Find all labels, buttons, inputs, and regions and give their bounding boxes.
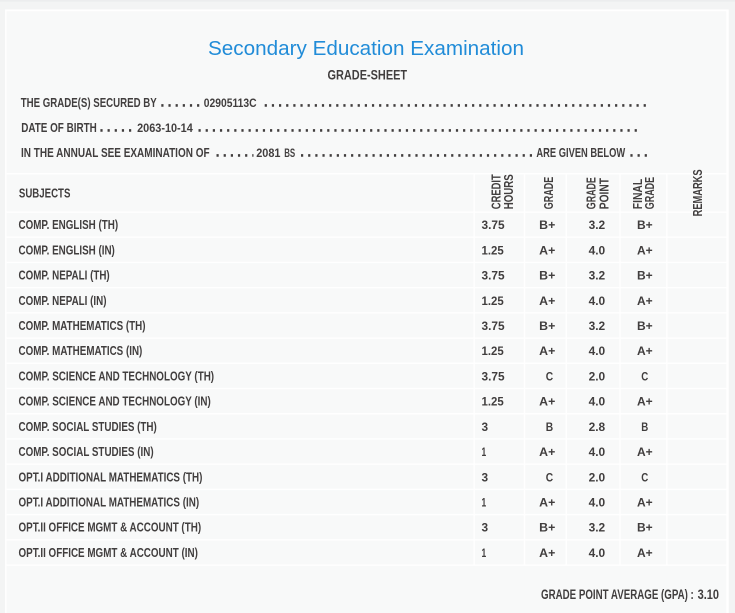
svg-text:COMP. SOCIAL STUDIES (IN): COMP. SOCIAL STUDIES (IN) [19, 444, 154, 459]
svg-text:COMP. NEPALI (TH): COMP. NEPALI (TH) [19, 268, 110, 283]
svg-text:CREDIT: CREDIT [489, 174, 504, 209]
svg-text:3.75: 3.75 [482, 218, 505, 232]
svg-text:3: 3 [482, 470, 489, 484]
svg-text:COMP. ENGLISH (TH): COMP. ENGLISH (TH) [19, 217, 119, 232]
svg-text:B+: B+ [539, 218, 555, 232]
svg-text:B+: B+ [637, 269, 653, 283]
svg-text:GRADE POINT AVERAGE (GPA) :: GRADE POINT AVERAGE (GPA) : [541, 587, 694, 602]
svg-text:A+: A+ [539, 395, 555, 409]
svg-text:OPT.I ADDITIONAL MATHEMATICS (: OPT.I ADDITIONAL MATHEMATICS (TH) [19, 469, 203, 484]
svg-text:3.75: 3.75 [482, 269, 505, 283]
svg-text:1: 1 [482, 546, 487, 560]
svg-text:3: 3 [482, 521, 489, 535]
svg-text:GRADE: GRADE [642, 177, 657, 210]
svg-text:Secondary Education Examinatio: Secondary Education Examination [208, 38, 524, 60]
svg-text:1: 1 [482, 445, 487, 459]
svg-text:2081: 2081 [256, 146, 281, 160]
svg-text:OPT.I ADDITIONAL MATHEMATICS (: OPT.I ADDITIONAL MATHEMATICS (IN) [19, 495, 200, 510]
svg-text:IN THE ANNUAL SEE EXAMINATION: IN THE ANNUAL SEE EXAMINATION OF [21, 145, 210, 160]
svg-text:B+: B+ [539, 319, 555, 333]
svg-text:4.0: 4.0 [589, 445, 606, 459]
svg-text:4.0: 4.0 [589, 344, 606, 358]
svg-text:A+: A+ [539, 546, 555, 560]
svg-text:GRADE-SHEET: GRADE-SHEET [328, 68, 408, 83]
svg-text:A+: A+ [637, 445, 653, 459]
svg-text:HOURS: HOURS [501, 174, 516, 209]
svg-text:4.0: 4.0 [589, 546, 606, 560]
svg-text:ARE GIVEN BELOW: ARE GIVEN BELOW [536, 145, 625, 160]
svg-text:A+: A+ [539, 344, 555, 358]
svg-text:FINAL: FINAL [630, 179, 645, 209]
svg-text:B+: B+ [539, 521, 555, 535]
svg-text:3.10: 3.10 [698, 587, 719, 602]
svg-text:C: C [546, 470, 554, 484]
svg-text:B+: B+ [637, 521, 653, 535]
svg-text:A+: A+ [637, 294, 653, 308]
svg-text:C: C [641, 470, 648, 484]
svg-text:A+: A+ [637, 243, 653, 257]
svg-text:B+: B+ [637, 218, 653, 232]
svg-text:COMP. SCIENCE AND TECHNOLOGY (: COMP. SCIENCE AND TECHNOLOGY (TH) [19, 368, 215, 383]
svg-text:A+: A+ [539, 445, 555, 459]
svg-text:COMP. NEPALI (IN): COMP. NEPALI (IN) [19, 293, 107, 308]
svg-text:COMP. MATHEMATICS (IN): COMP. MATHEMATICS (IN) [19, 343, 143, 358]
svg-text:BS: BS [284, 146, 295, 160]
svg-text:2.0: 2.0 [589, 470, 606, 484]
svg-text:C: C [641, 369, 648, 383]
svg-text:POINT: POINT [597, 178, 612, 209]
svg-text:3.2: 3.2 [589, 521, 606, 535]
svg-text:GRADE: GRADE [583, 177, 598, 209]
svg-text:COMP. SCIENCE AND TECHNOLOGY (: COMP. SCIENCE AND TECHNOLOGY (IN) [19, 394, 211, 409]
svg-text:B+: B+ [539, 269, 555, 283]
svg-text:3: 3 [482, 420, 489, 434]
svg-text:4.0: 4.0 [589, 294, 606, 308]
svg-text:1: 1 [482, 496, 487, 510]
svg-text:C: C [546, 369, 554, 383]
svg-text:THE GRADE(S) SECURED BY: THE GRADE(S) SECURED BY [21, 95, 157, 110]
svg-text:A+: A+ [539, 243, 555, 257]
svg-text:COMP. SOCIAL STUDIES (TH): COMP. SOCIAL STUDIES (TH) [19, 419, 157, 434]
svg-text:A+: A+ [539, 294, 555, 308]
svg-text:A+: A+ [637, 395, 653, 409]
svg-text:2.0: 2.0 [589, 369, 606, 383]
svg-text:3.2: 3.2 [589, 319, 606, 333]
svg-text:DATE OF BIRTH: DATE OF BIRTH [21, 120, 97, 135]
svg-text:4.0: 4.0 [589, 395, 606, 409]
svg-text:SUBJECTS: SUBJECTS [19, 185, 71, 200]
svg-text:OPT.II OFFICE MGMT & ACCOUNT (: OPT.II OFFICE MGMT & ACCOUNT (IN) [19, 545, 198, 560]
svg-text:1.25: 1.25 [482, 294, 505, 308]
svg-text:3.2: 3.2 [589, 269, 606, 283]
svg-text:A+: A+ [637, 546, 653, 560]
svg-text:3.75: 3.75 [482, 369, 505, 383]
svg-text:A+: A+ [637, 344, 653, 358]
svg-text:1.25: 1.25 [482, 395, 505, 409]
svg-text:B+: B+ [637, 319, 653, 333]
svg-text:OPT.II OFFICE MGMT & ACCOUNT (: OPT.II OFFICE MGMT & ACCOUNT (TH) [19, 520, 202, 535]
svg-text:A+: A+ [539, 496, 555, 510]
svg-text:2063-10-14: 2063-10-14 [137, 121, 193, 135]
svg-text:4.0: 4.0 [589, 243, 606, 257]
svg-text:REMARKS: REMARKS [690, 169, 705, 216]
svg-text:1.25: 1.25 [482, 243, 505, 257]
svg-text:1.25: 1.25 [482, 344, 505, 358]
svg-text:COMP. MATHEMATICS (TH): COMP. MATHEMATICS (TH) [19, 318, 146, 333]
svg-text:4.0: 4.0 [589, 496, 606, 510]
svg-text:GRADE: GRADE [541, 177, 556, 210]
svg-text:3.2: 3.2 [589, 218, 606, 232]
svg-text:B: B [641, 420, 648, 434]
svg-text:02905113C: 02905113C [204, 96, 257, 110]
svg-text:3.75: 3.75 [482, 319, 505, 333]
svg-text:COMP. ENGLISH (IN): COMP. ENGLISH (IN) [19, 242, 115, 257]
svg-text:B: B [546, 420, 554, 434]
svg-text:A+: A+ [637, 496, 653, 510]
svg-text:2.8: 2.8 [589, 420, 606, 434]
